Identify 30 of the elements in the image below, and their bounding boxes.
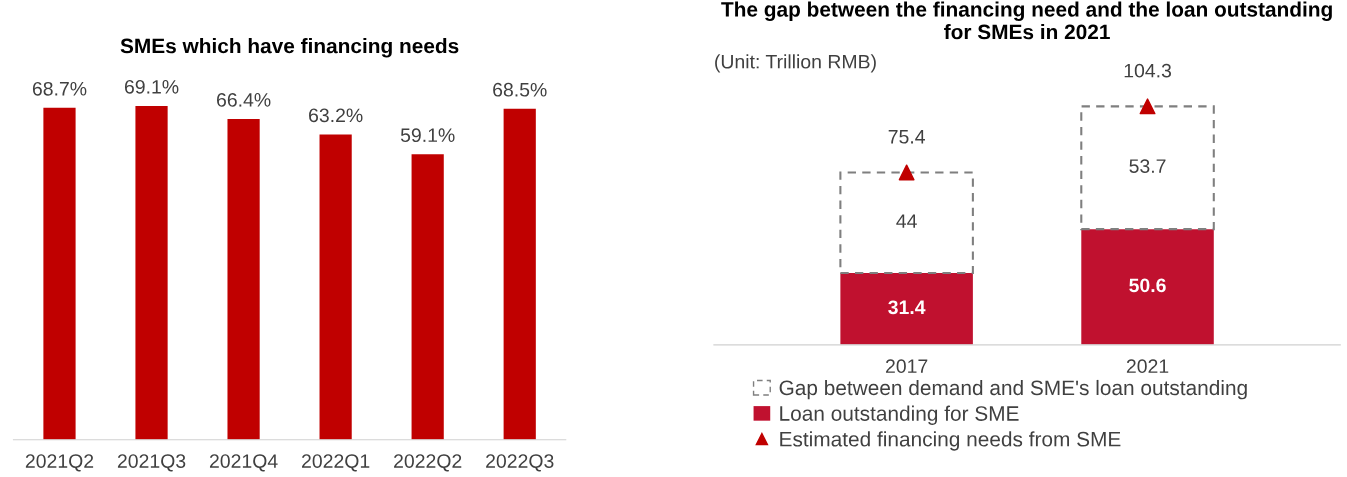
bar [1080, 105, 1215, 231]
legend-label: Estimated financing needs from SME [780, 431, 1121, 451]
data-label: 63.2% [309, 108, 363, 123]
data-label: 50.6 [1129, 278, 1166, 293]
x-tick-label: 2017 [885, 359, 928, 374]
bar [839, 171, 974, 275]
x-tick-label: 2022Q2 [394, 454, 462, 472]
data-label: 69.1% [124, 79, 179, 94]
data-label: 44 [896, 214, 917, 228]
data-label: 53.7 [1129, 159, 1166, 173]
x-tick-label: 2021Q3 [117, 454, 186, 472]
x-tick-label: 2022Q3 [486, 454, 554, 472]
x-tick-label: 2021 [1126, 359, 1169, 374]
x-tick-label: 2022Q1 [302, 454, 370, 472]
legend-label: Loan outstanding for SME [780, 405, 1019, 426]
chart-title: SMEs which have financing needs [120, 38, 459, 58]
legend-label: Gap between demand and SME's loan outstanding [779, 379, 1247, 400]
text: The gap between the financing need and the loan outstanding for SMEs in 2021 [721, 1, 1332, 40]
data-label: 68.5% [493, 82, 547, 97]
x-tick-label: 2021Q4 [209, 454, 278, 472]
bar [1081, 229, 1214, 345]
annotation: (Unit: Trillion RMB) [715, 54, 876, 73]
data-label: 59.1% [400, 128, 455, 143]
x-tick-label: 2021Q2 [25, 454, 94, 472]
data-label: 31.4 [888, 300, 926, 315]
data-label: 75.4 [888, 130, 925, 144]
bar [840, 273, 973, 345]
data-label: 66.4% [217, 93, 271, 107]
data-label: 104.3 [1124, 63, 1172, 78]
data-label: 68.7% [32, 81, 87, 96]
